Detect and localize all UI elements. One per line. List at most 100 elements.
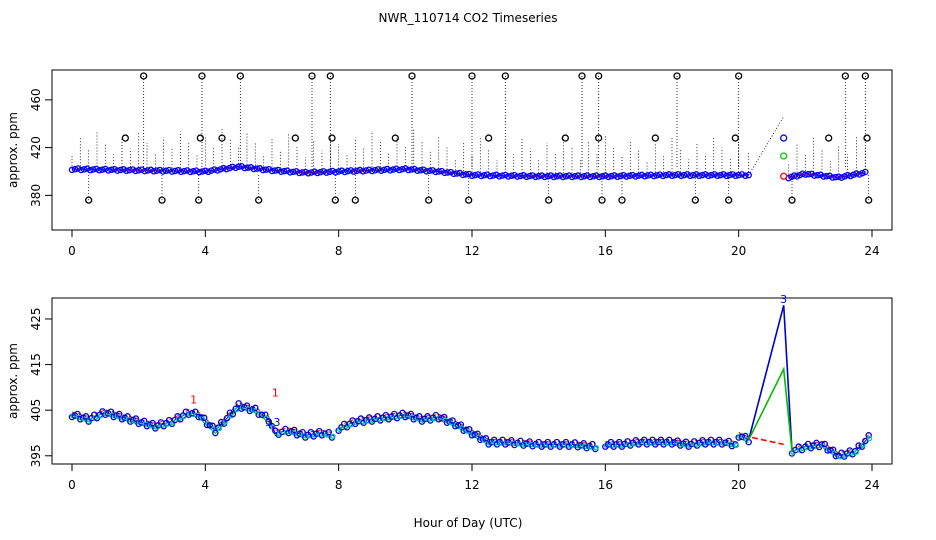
top-series-point-0-207 [696, 172, 703, 180]
bottom-point-cyan-1-18 [387, 415, 393, 421]
top-series-point-0-166 [571, 173, 579, 180]
bottom-point-1-77 [553, 438, 561, 446]
top-low-outlier-2 [195, 196, 203, 204]
bottom-plot-frame [51, 297, 893, 465]
top-series-point-0-96 [359, 168, 367, 175]
bottom-point-1-49 [471, 431, 479, 438]
top-series-point-0-87 [332, 169, 339, 176]
top-low-outlier-10 [618, 196, 626, 204]
top-series-point-0-191 [647, 171, 655, 178]
bottom-point-cyan-2-30 [687, 442, 693, 449]
bottom-point-0-65 [252, 404, 259, 412]
x-axis-label: Hour of Day (UTC) [414, 516, 523, 530]
top-series-point-0-148 [517, 172, 524, 180]
bottom-point-cyan-2-46 [733, 442, 739, 449]
top-high-outlier-12 [841, 72, 849, 80]
top-series-point-0-112 [408, 166, 415, 173]
bottom-point-2-5 [615, 438, 623, 446]
bottom-point-0-71 [272, 427, 279, 434]
top-series-point-0-92 [347, 167, 355, 174]
top-series-point-1-25 [859, 169, 866, 177]
top-x-tick-label-4: 16 [598, 244, 613, 258]
top-series-point-0-154 [535, 173, 542, 180]
top-series-point-0-50 [220, 164, 227, 172]
top-series-point-0-37 [180, 167, 188, 175]
top-x-tick-label-3: 12 [464, 244, 479, 258]
top-series-point-0-40 [189, 168, 197, 175]
top-series-point-0-145 [508, 172, 515, 180]
top-series-point-0-136 [480, 172, 488, 179]
bottom-point-3-1 [738, 433, 746, 441]
bottom-flag-label-0: 1 [190, 393, 197, 406]
top-mid-outlier-9 [651, 134, 659, 142]
top-series-point-0-99 [368, 167, 376, 175]
top-series-point-0-150 [523, 173, 530, 181]
top-series-point-1-10 [814, 171, 821, 179]
bottom-point-0-26 [140, 417, 148, 425]
top-series-point-0-85 [326, 168, 333, 176]
top-series-point-0-182 [620, 171, 627, 179]
top-series-point-0-118 [426, 167, 433, 175]
bottom-flag-label-1: 1 [272, 387, 279, 400]
top-mid-outlier-6 [485, 134, 493, 142]
top-series-point-0-156 [541, 173, 548, 181]
bottom-point-1-29 [415, 413, 423, 420]
top-series-point-0-93 [350, 168, 358, 175]
top-series-point-0-108 [396, 166, 403, 174]
top-series-point-0-52 [226, 164, 233, 172]
top-series-point-0-106 [389, 166, 397, 173]
top-series-point-0-98 [365, 166, 373, 173]
bottom-point-cyan-1-46 [464, 428, 471, 434]
bottom-gap-line-red [751, 436, 784, 446]
top-series-point-0-141 [496, 173, 503, 180]
bottom-point-0-49 [206, 422, 214, 429]
top-gap-point-0 [780, 134, 788, 142]
top-mid-outlier-10 [731, 134, 739, 142]
top-series-point-0-18 [123, 167, 130, 175]
bottom-point-0-44 [192, 408, 199, 415]
top-series-point-0-176 [602, 172, 609, 179]
top-series-point-0-95 [356, 166, 364, 174]
bottom-y-tick-label-0: 395 [29, 444, 43, 467]
top-series-point-1-17 [835, 173, 842, 180]
top-high-outlier-4 [326, 72, 334, 80]
top-mid-outlier-2 [218, 134, 226, 142]
top-panel: approx. ppm 0 4 8 12 16 20 24 380 420 460 [6, 69, 893, 258]
top-series-point-1-21 [847, 172, 854, 180]
bottom-point-1-68 [526, 438, 533, 445]
top-series-point-0-33 [168, 168, 176, 175]
top-series-point-1-15 [829, 174, 836, 181]
top-high-outlier-2 [236, 72, 244, 80]
top-series-point-0-104 [383, 165, 391, 173]
bottom-point-2-23 [665, 436, 673, 444]
top-series-point-0-223 [745, 171, 752, 179]
bottom-point-cyan-1-52 [481, 437, 487, 443]
bottom-point-1-53 [482, 435, 490, 442]
top-low-outlier-12 [725, 196, 733, 204]
top-series-point-0-205 [689, 171, 697, 179]
top-series-point-0-185 [629, 171, 636, 179]
top-series-point-0-202 [680, 171, 688, 179]
top-mid-outlier-8 [595, 134, 603, 142]
bottom-point-0-57 [229, 410, 237, 418]
top-x-tick-label-0: 0 [68, 244, 76, 258]
top-series-point-0-79 [308, 169, 315, 176]
top-series-point-0-91 [344, 167, 352, 175]
top-series-point-0-196 [662, 171, 670, 179]
bottom-point-2-20 [657, 436, 665, 444]
top-series-point-0-25 [144, 167, 152, 174]
top-high-outlier-9 [595, 72, 603, 80]
top-series-point-0-114 [414, 167, 421, 174]
top-series-point-0-210 [705, 172, 712, 180]
top-series-point-0-186 [632, 173, 639, 180]
top-series-point-0-7 [89, 166, 97, 173]
top-series-point-0-3 [77, 166, 85, 174]
top-series-point-0-86 [329, 167, 336, 175]
top-series-point-0-187 [635, 172, 642, 179]
top-series-point-0-120 [432, 168, 439, 176]
top-series-point-0-42 [196, 168, 203, 176]
top-series-point-1-24 [856, 171, 863, 178]
top-mid-outlier-5 [391, 134, 399, 142]
top-series-point-1-13 [823, 172, 830, 180]
